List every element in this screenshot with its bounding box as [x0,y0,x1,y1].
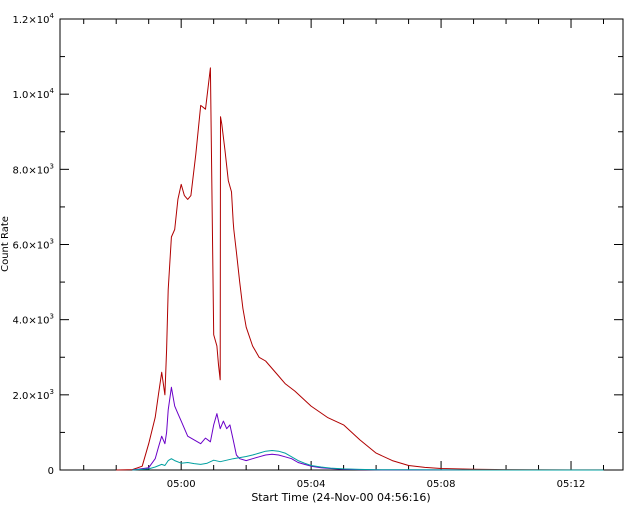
y-tick-label-exponent: 3 [50,162,54,170]
y-tick-label: 1.0×104 [13,87,55,101]
y-tick-label: 1.2×104 [13,12,55,26]
x-tick-label: 05:04 [297,479,326,490]
y-tick-label-mantissa: 1.0×10 [13,90,50,101]
y-tick-label-mantissa: 6.0×10 [13,241,50,252]
plot-frame [59,18,624,471]
series-line-2 [132,386,604,471]
y-tick-label-exponent: 3 [50,388,54,396]
x-axis-label: Start Time (24-Nov-00 04:56:16) [251,491,430,504]
y-tick-label: 0 [48,466,54,477]
y-tick-label-exponent: 3 [50,313,54,321]
y-tick-label-mantissa: 1.2×10 [13,15,50,26]
series-lines [116,67,604,471]
y-axis-label: Count Rate [0,216,11,272]
y-tick-label: 4.0×103 [13,313,54,327]
y-tick-label-mantissa: 4.0×10 [13,316,50,327]
x-tick-label: 05:12 [557,479,586,490]
y-tick-label: 2.0×103 [13,388,54,402]
y-tick-label: 8.0×103 [13,162,54,176]
y-tick-label-mantissa: 8.0×10 [13,165,50,176]
series-line-3 [132,450,604,471]
series-line-1 [116,67,604,471]
y-tick-label-exponent: 3 [50,238,54,246]
x-tick-label: 05:08 [427,479,456,490]
x-tick-label: 05:00 [167,479,196,490]
y-axis-ticks: 02.0×1034.0×1036.0×1038.0×1031.0×1041.2×… [13,12,623,477]
y-tick-label-exponent: 4 [50,87,55,95]
y-tick-label-mantissa: 2.0×10 [13,391,50,402]
y-tick-label: 6.0×103 [13,238,54,252]
x-axis-ticks: 05:00 05:04 05:08 05:12 [83,19,605,490]
y-tick-label-exponent: 4 [50,12,55,20]
y-tick-label-mantissa: 0 [48,466,54,477]
